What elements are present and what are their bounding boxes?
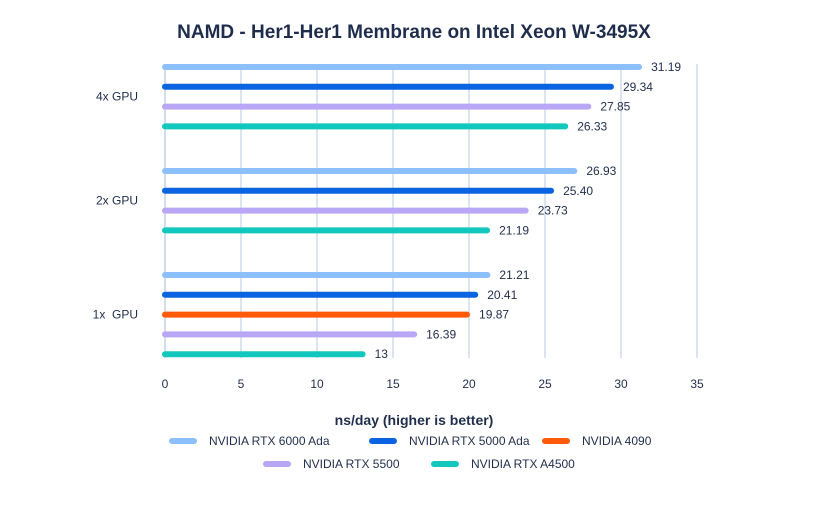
x-tick-label: 25 (538, 377, 552, 391)
data-label: 27.85 (600, 100, 630, 114)
y-category-label: 2x GPU (96, 194, 138, 208)
legend: NVIDIA RTX 6000 Ada NVIDIA RTX 5000 Ada NV… (169, 434, 652, 471)
data-label: 25.40 (563, 184, 593, 198)
x-tick-label: 15 (386, 377, 400, 391)
x-tick-label: 0 (162, 377, 169, 391)
data-label: 20.41 (487, 288, 517, 302)
legend-item: NVIDIA RTX A4500 (431, 457, 575, 471)
data-label: 29.34 (623, 80, 653, 94)
data-label: 31.19 (651, 60, 681, 74)
data-label: 13 (375, 347, 389, 361)
x-tick-label: 5 (238, 377, 245, 391)
legend-label: NVIDIA RTX 6000 Ada (209, 434, 330, 448)
y-category-label: 1x GPU (93, 308, 138, 322)
grid: 0 5 10 15 20 25 30 35 (162, 64, 704, 391)
data-label: 21.21 (499, 268, 529, 282)
legend-label: NVIDIA RTX 5000 Ada (409, 434, 530, 448)
legend-label: NVIDIA RTX A4500 (471, 457, 575, 471)
legend-label: NVIDIA 4090 (582, 434, 652, 448)
x-axis-label: ns/day (higher is better) (335, 412, 494, 428)
x-tick-label: 10 (310, 377, 324, 391)
x-tick-label: 35 (690, 377, 704, 391)
legend-item: NVIDIA RTX 5000 Ada (369, 434, 530, 448)
legend-item: NVIDIA RTX 6000 Ada (169, 434, 330, 448)
y-category-label: 4x GPU (96, 90, 138, 104)
data-label: 16.39 (426, 327, 456, 341)
x-tick-label: 20 (462, 377, 476, 391)
legend-label: NVIDIA RTX 5500 (303, 457, 400, 471)
data-label: 23.73 (538, 204, 568, 218)
x-tick-label: 30 (614, 377, 628, 391)
bars: 31.19 29.34 27.85 26.33 4x GPU 26.93 25.40 23.7… (93, 60, 682, 361)
data-label: 26.93 (586, 164, 616, 178)
data-label: 21.19 (499, 223, 529, 237)
legend-item: NVIDIA 4090 (542, 434, 652, 448)
data-label: 26.33 (577, 119, 607, 133)
legend-item: NVIDIA RTX 5500 (263, 457, 400, 471)
data-label: 19.87 (479, 308, 509, 322)
chart-title: NAMD - Her1-Her1 Membrane on Intel Xeon … (177, 22, 651, 43)
